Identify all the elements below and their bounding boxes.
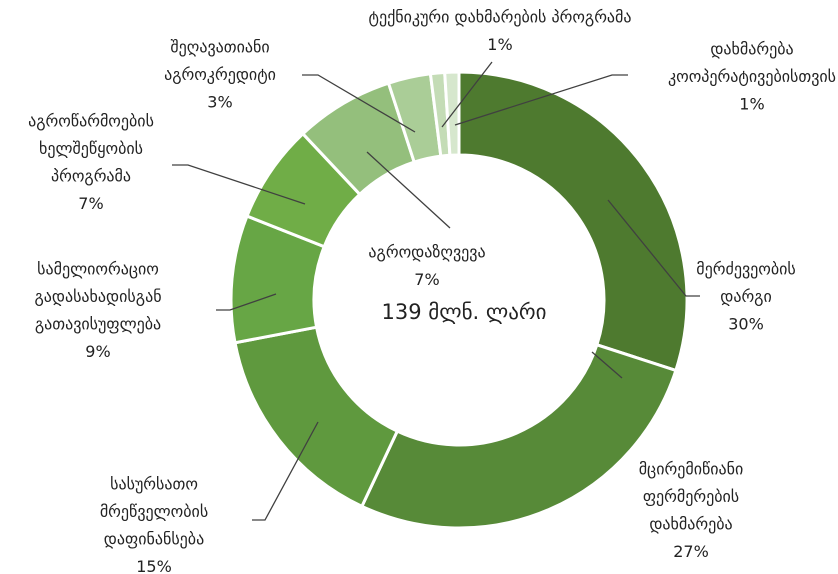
category-label: ხელშეწყობის (39, 139, 143, 158)
leader-line (216, 293, 277, 311)
category-label: აგროწარმოების (28, 112, 154, 131)
category-label: პროგრამა (51, 167, 131, 186)
category-label: დარგი (720, 287, 772, 306)
category-label: დახმარება (710, 40, 793, 59)
leader-line (454, 74, 628, 126)
category-label: კოოპერატივებისთვის (668, 67, 836, 86)
leader-line (172, 164, 306, 205)
category-label: დახმარება (649, 515, 732, 534)
value-label: 3% (207, 93, 232, 112)
category-label: ფერმერების (643, 487, 739, 506)
category-label: მრეწველობის (100, 502, 208, 521)
category-label: ტექნიკური დახმარების პროგრამა (368, 8, 631, 27)
category-label: აგროკრედიტი (164, 65, 276, 84)
leader-line (441, 61, 493, 128)
leader-line (252, 421, 319, 521)
value-label: 7% (414, 270, 439, 289)
category-label: სასურსათო (110, 475, 198, 494)
value-label: 7% (78, 194, 103, 213)
leader-line (366, 151, 451, 229)
value-label: 30% (728, 315, 764, 334)
leader-line (302, 74, 416, 133)
donut-slice (457, 70, 689, 373)
category-label: აგროდაზღვევა (368, 243, 485, 262)
value-label: 27% (673, 542, 709, 561)
category-label: სამელიორაციო (37, 260, 159, 279)
value-label: 1% (487, 35, 512, 54)
value-label: 15% (136, 557, 172, 574)
value-label: 1% (739, 95, 764, 114)
center-label: 139 მლნ. ლარი (381, 300, 546, 324)
category-label: შეღავათიანი (170, 38, 269, 57)
category-label: მცირემიწიანი (639, 460, 744, 479)
category-label: დაფინანსება (104, 530, 204, 549)
value-label: 9% (85, 342, 110, 361)
category-label: მერძევეობის (696, 260, 796, 279)
donut-slice (233, 325, 400, 509)
category-label: გათავისუფლება (35, 315, 161, 334)
leader-line (591, 351, 623, 379)
donut-slice (359, 342, 678, 530)
category-label: გადასახადისგან (34, 287, 161, 306)
leader-line (607, 199, 700, 297)
